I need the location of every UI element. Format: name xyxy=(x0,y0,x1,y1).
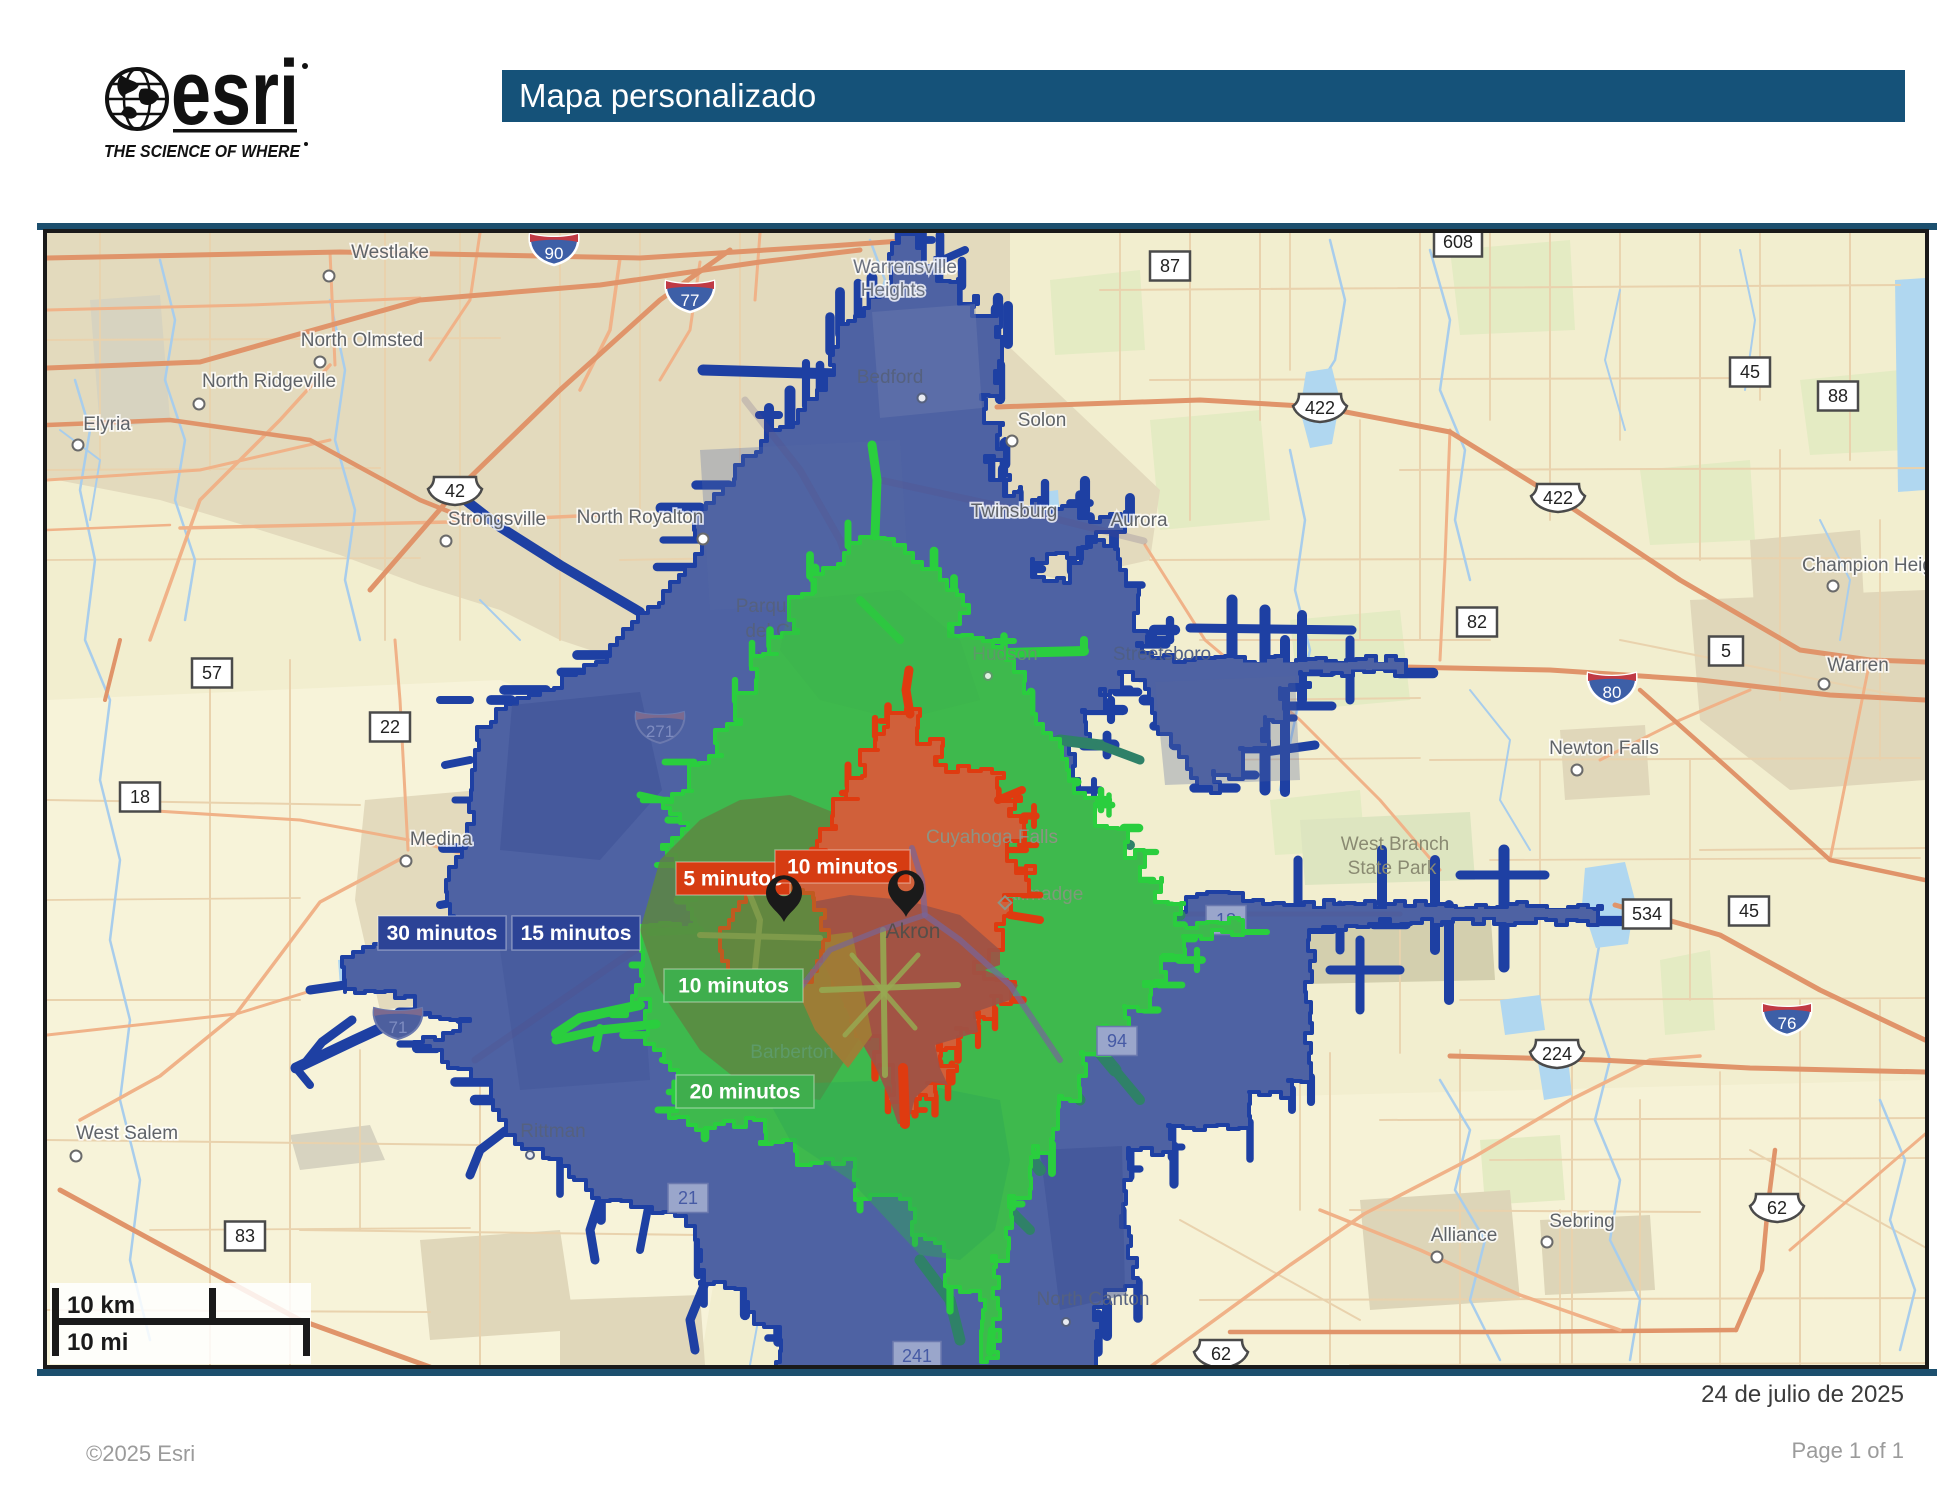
svg-text:Rittman: Rittman xyxy=(520,1121,585,1142)
svg-text:Twinsburg: Twinsburg xyxy=(971,501,1058,522)
svg-text:Elyria: Elyria xyxy=(83,414,131,435)
svg-text:94: 94 xyxy=(1107,1031,1127,1051)
svg-text:83: 83 xyxy=(235,1226,255,1246)
svg-text:Streetsboro: Streetsboro xyxy=(1113,644,1211,665)
svg-text:Aurora: Aurora xyxy=(1110,510,1167,531)
svg-text:77: 77 xyxy=(681,291,700,310)
svg-text:Bedford: Bedford xyxy=(857,367,924,388)
svg-text:5: 5 xyxy=(1721,641,1731,661)
svg-text:71: 71 xyxy=(389,1018,408,1037)
svg-text:62: 62 xyxy=(1211,1344,1231,1364)
svg-text:608: 608 xyxy=(1443,232,1473,252)
svg-text:80: 80 xyxy=(1603,683,1622,702)
svg-text:62: 62 xyxy=(1767,1198,1787,1218)
svg-text:Newton Falls: Newton Falls xyxy=(1549,738,1659,759)
svg-text:15 minutos: 15 minutos xyxy=(521,922,632,945)
svg-text:West Branch: West Branch xyxy=(1341,834,1449,855)
svg-text:30 minutos: 30 minutos xyxy=(387,922,498,945)
svg-text:Akron: Akron xyxy=(886,920,941,943)
svg-text:State Park: State Park xyxy=(1348,858,1437,879)
svg-text:Warren: Warren xyxy=(1827,655,1889,676)
svg-text:Alliance: Alliance xyxy=(1431,1225,1498,1246)
svg-text:90: 90 xyxy=(545,244,564,263)
svg-text:Champion Heig: Champion Heig xyxy=(1802,555,1933,576)
svg-text:Cuyahoga Falls: Cuyahoga Falls xyxy=(926,827,1058,848)
svg-text:21: 21 xyxy=(678,1188,698,1208)
svg-text:North Canton: North Canton xyxy=(1036,1289,1149,1310)
svg-text:Warrensville: Warrensville xyxy=(853,257,957,278)
svg-text:22: 22 xyxy=(380,717,400,737)
svg-text:534: 534 xyxy=(1632,904,1662,924)
svg-text:10 minutos: 10 minutos xyxy=(787,856,898,879)
svg-text:42: 42 xyxy=(445,481,465,501)
svg-text:West Salem: West Salem xyxy=(76,1123,178,1144)
svg-text:Hudson: Hudson xyxy=(972,644,1038,665)
svg-text:20 minutos: 20 minutos xyxy=(690,1081,801,1104)
svg-text:North Ridgeville: North Ridgeville xyxy=(202,371,336,392)
svg-text:271: 271 xyxy=(646,722,674,741)
svg-text:Heights: Heights xyxy=(861,280,925,301)
svg-text:241: 241 xyxy=(902,1346,932,1366)
svg-text:57: 57 xyxy=(202,663,222,683)
svg-text:Solon: Solon xyxy=(1018,410,1067,431)
svg-text:45: 45 xyxy=(1740,362,1760,382)
svg-text:THE SCIENCE OF WHERE: THE SCIENCE OF WHERE xyxy=(104,141,301,161)
svg-text:Strongsville: Strongsville xyxy=(448,509,546,530)
svg-text:76: 76 xyxy=(1778,1014,1797,1033)
svg-text:North Olmsted: North Olmsted xyxy=(301,330,423,351)
svg-text:87: 87 xyxy=(1160,256,1180,276)
svg-text:Sebring: Sebring xyxy=(1549,1211,1615,1232)
svg-text:45: 45 xyxy=(1739,901,1759,921)
svg-text:422: 422 xyxy=(1543,488,1573,508)
svg-text:esri: esri xyxy=(171,55,299,144)
svg-text:10 km: 10 km xyxy=(67,1292,135,1319)
svg-text:Westlake: Westlake xyxy=(351,242,429,263)
svg-text:5 minutos: 5 minutos xyxy=(683,868,782,891)
svg-text:422: 422 xyxy=(1305,398,1335,418)
svg-text:224: 224 xyxy=(1542,1044,1572,1064)
svg-text:10 mi: 10 mi xyxy=(67,1329,128,1356)
svg-text:10 minutos: 10 minutos xyxy=(678,975,789,998)
svg-text:Barberton: Barberton xyxy=(750,1042,833,1063)
svg-text:North Royalton: North Royalton xyxy=(577,507,704,528)
svg-text:82: 82 xyxy=(1467,612,1487,632)
svg-text:Medina: Medina xyxy=(410,829,473,850)
svg-text:88: 88 xyxy=(1828,386,1848,406)
svg-text:18: 18 xyxy=(130,787,150,807)
